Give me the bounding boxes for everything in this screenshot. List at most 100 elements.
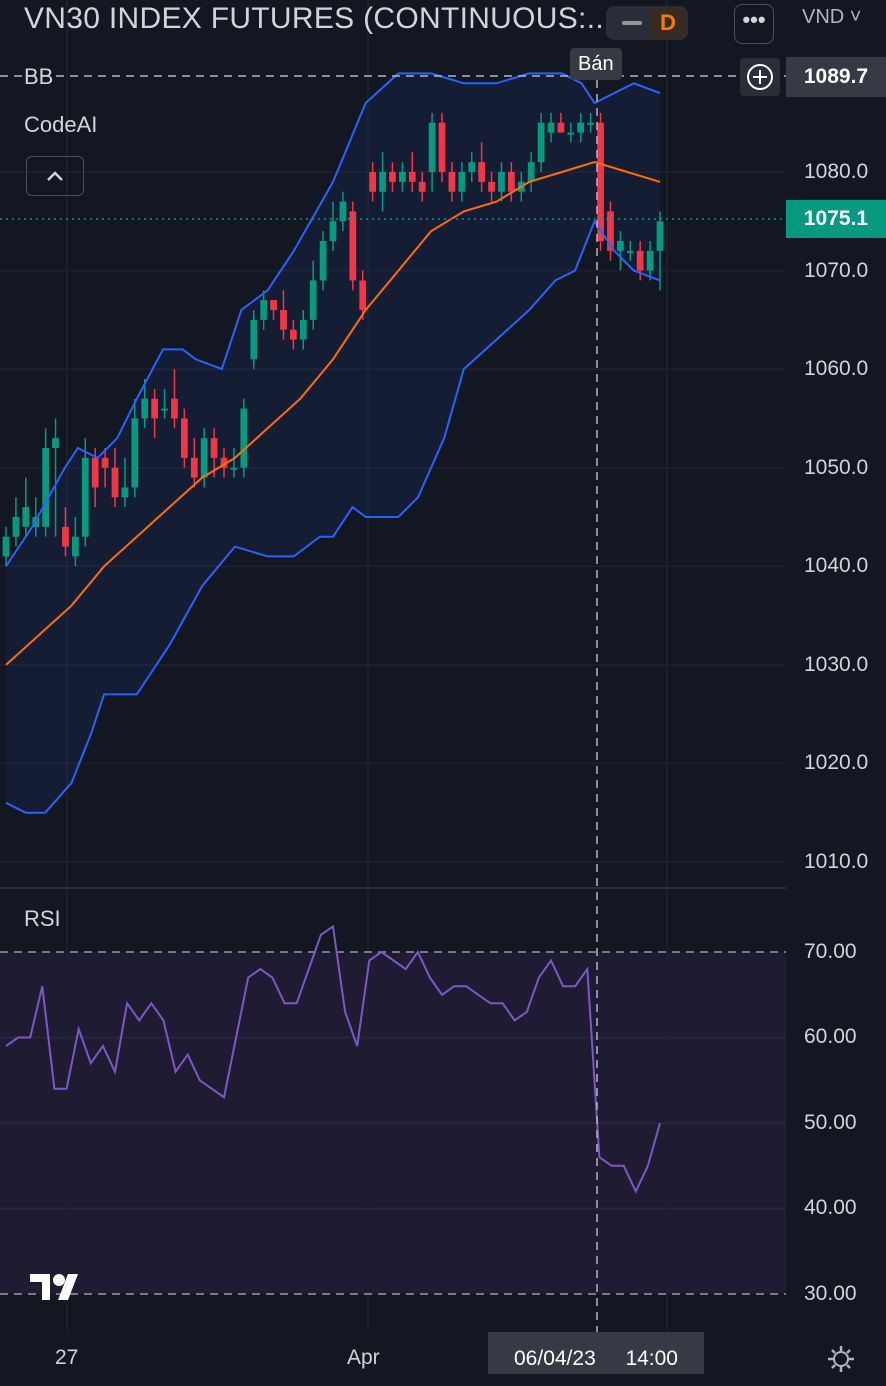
candle [131, 398, 139, 498]
candle [448, 162, 456, 202]
candle [319, 231, 327, 291]
candle [2, 526, 10, 567]
rsi-tick: 60.00 [804, 1025, 857, 1048]
bb-lower-line [5, 219, 661, 814]
rsi-line [5, 924, 661, 1194]
candle [359, 270, 367, 320]
gear-icon [828, 1346, 854, 1372]
candle-body [319, 241, 327, 281]
candle-body [636, 250, 644, 271]
candle-body [577, 122, 585, 133]
candle [91, 448, 99, 508]
candle [577, 112, 585, 143]
candle [507, 162, 515, 202]
candle [468, 152, 476, 182]
candle-body [260, 300, 268, 320]
candle-body [398, 172, 406, 182]
candle [230, 448, 238, 478]
candle [389, 162, 396, 192]
candle-body [656, 221, 664, 251]
tradingview-logo[interactable] [30, 1272, 92, 1307]
interval-button[interactable]: D [650, 8, 686, 38]
candle [240, 398, 248, 478]
candle-body [468, 162, 476, 172]
rsi-tick: 40.00 [804, 1196, 857, 1219]
symbol-title[interactable]: VN30 INDEX FUTURES (CONTINUOUS:... [24, 2, 613, 35]
candle-body [81, 457, 89, 537]
candle [309, 260, 317, 330]
collapse-indicators-button[interactable] [26, 156, 84, 196]
rsi-tick: 70.00 [804, 940, 857, 963]
candle [81, 438, 89, 547]
more-button[interactable]: ••• [734, 4, 774, 44]
candle [111, 448, 119, 508]
candle-body [498, 172, 505, 192]
bb-indicator-label[interactable]: BB [24, 64, 54, 89]
candle-body [42, 448, 50, 527]
candle [646, 241, 654, 281]
candle-body [200, 438, 208, 478]
price-tick: 1070.0 [804, 259, 869, 282]
candle [597, 112, 604, 251]
time-tick: 27 [55, 1346, 79, 1369]
candle [418, 172, 426, 202]
candle [557, 112, 565, 133]
candle [349, 201, 357, 291]
candle-body [289, 329, 297, 340]
minimize-icon[interactable] [622, 21, 642, 25]
crosshair-date: 06/04/23 [514, 1347, 596, 1370]
candle-body [527, 162, 535, 182]
rsi-indicator-label[interactable]: RSI [24, 906, 61, 931]
codeai-indicator-label[interactable]: CodeAI [24, 112, 98, 137]
candle [121, 457, 129, 508]
candle-body [329, 221, 337, 241]
candle-body [408, 172, 416, 182]
candle-body [62, 526, 69, 547]
candle [71, 517, 79, 567]
last-price-label: 1075.1 [786, 200, 886, 238]
add-alert-button[interactable] [740, 58, 780, 96]
crosshair-price-label: 1089.7 [786, 57, 886, 97]
candle [141, 379, 149, 429]
candle [12, 497, 20, 547]
crosshair-date-label: 06/04/23 14:00 [488, 1332, 704, 1374]
candle-body [616, 241, 624, 251]
candle [329, 201, 337, 251]
candle [616, 231, 624, 271]
candle-body [230, 467, 238, 470]
candle [52, 418, 59, 537]
candle-body [507, 172, 515, 192]
candle-body [626, 250, 634, 253]
candle-body [210, 438, 218, 458]
settings-gear-icon[interactable] [826, 1344, 856, 1379]
rsi-tick: 50.00 [804, 1111, 857, 1134]
candle-body [339, 201, 347, 222]
rsi-tick: 30.00 [804, 1282, 857, 1305]
crosshair-time: 14:00 [625, 1347, 678, 1370]
currency-selector[interactable]: VND ˅ [802, 6, 862, 28]
candle-body [121, 487, 129, 498]
candle-body [607, 211, 614, 251]
interval-toggle[interactable]: D [606, 6, 688, 40]
candle-body [379, 172, 386, 192]
candle [171, 369, 178, 429]
candle-body [646, 250, 654, 271]
candle [488, 172, 495, 202]
candle-body [369, 172, 377, 192]
candle [626, 241, 634, 261]
candle [180, 408, 188, 468]
candle-body [458, 172, 466, 192]
candle-body [557, 122, 565, 133]
candle [458, 162, 466, 202]
candle-body [220, 457, 228, 468]
candle [607, 201, 614, 261]
candle [527, 152, 535, 192]
candles [2, 112, 664, 567]
candle [260, 290, 268, 330]
candle [587, 112, 595, 133]
price-tick: 1050.0 [804, 456, 869, 479]
candle [161, 388, 168, 419]
candle-body [71, 536, 79, 557]
candle-body [418, 181, 426, 192]
